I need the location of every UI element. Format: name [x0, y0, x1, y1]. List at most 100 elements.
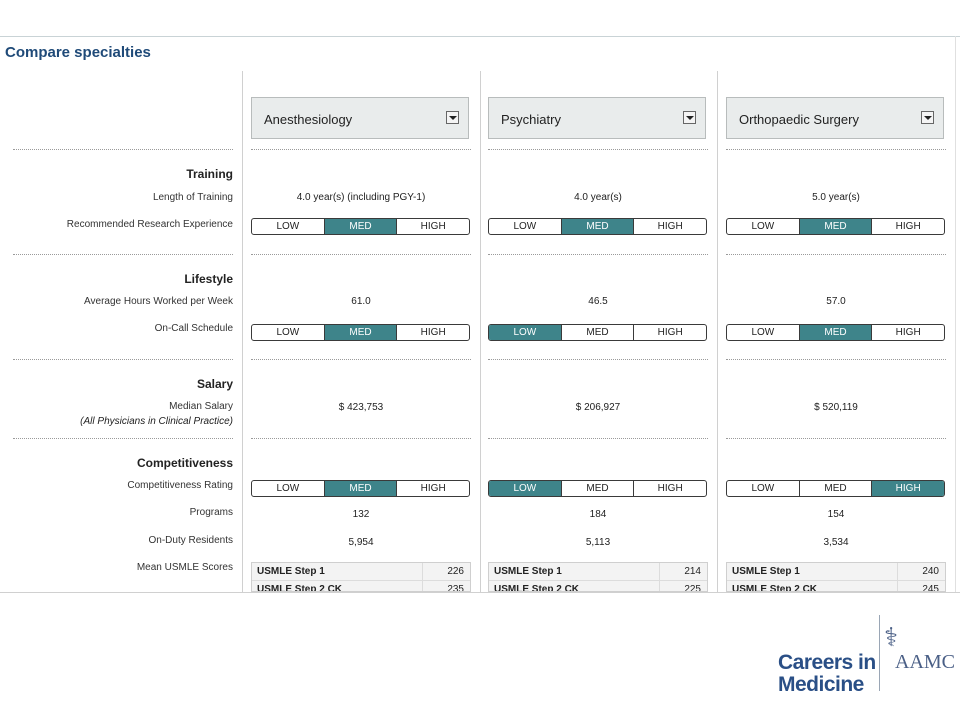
usmle-score-table: USMLE Step 1 240 USMLE Step 2 CK 245 [726, 562, 946, 592]
usmle-score: 245 [922, 584, 939, 592]
page-title: Compare specialties [5, 44, 151, 61]
label-research-experience: Recommended Research Experience [66, 219, 233, 230]
level-high: HIGH [396, 325, 469, 340]
level-med: MED [798, 325, 872, 340]
label-median-salary: Median Salary [169, 401, 233, 412]
dropdown-arrow-icon[interactable] [683, 111, 696, 124]
section-separator [251, 149, 471, 150]
competitiveness-level-selector: LOW MED HIGH [251, 480, 470, 497]
specialty-select[interactable]: Psychiatry [488, 97, 706, 139]
level-med: MED [560, 325, 634, 340]
dropdown-arrow-icon[interactable] [921, 111, 934, 124]
section-separator [13, 254, 233, 255]
section-separator [251, 359, 471, 360]
column-divider [717, 71, 718, 592]
specialty-column: Orthopaedic Surgery 5.0 year(s) LOW MED HI… [726, 0, 946, 720]
level-med: MED [323, 325, 397, 340]
section-separator [488, 254, 708, 255]
usmle-score: 235 [447, 584, 464, 592]
usmle-exam-name: USMLE Step 2 CK [257, 584, 343, 592]
logo-line-2: Medicine [778, 673, 864, 696]
on-call-level-selector: LOW MED HIGH [251, 324, 470, 341]
on-duty-residents-value: 5,113 [585, 537, 611, 548]
section-separator [251, 254, 471, 255]
label-average-hours: Average Hours Worked per Week [84, 296, 233, 307]
level-high: HIGH [871, 481, 944, 496]
usmle-exam-name: USMLE Step 1 [257, 566, 325, 577]
on-duty-residents-value: 5,954 [348, 537, 374, 548]
usmle-score: 226 [447, 566, 464, 577]
table-row: USMLE Step 2 CK 225 [489, 581, 707, 592]
level-med: MED [798, 219, 872, 234]
top-divider [0, 36, 960, 37]
logo-divider [879, 615, 880, 691]
length-of-training-value: 4.0 year(s) (including PGY-1) [296, 192, 426, 203]
usmle-score-table: USMLE Step 1 214 USMLE Step 2 CK 225 [488, 562, 708, 592]
section-separator [726, 438, 946, 439]
specialty-select[interactable]: Orthopaedic Surgery [726, 97, 944, 139]
length-of-training-value: 4.0 year(s) [574, 192, 622, 203]
dropdown-arrow-icon[interactable] [446, 111, 459, 124]
usmle-score: 225 [684, 584, 701, 592]
section-separator [488, 438, 708, 439]
logo-line-1: Careers in [778, 651, 876, 674]
research-level-selector: LOW MED HIGH [488, 218, 707, 235]
specialty-select[interactable]: Anesthesiology [251, 97, 469, 139]
caduceus-icon: ⚕ [884, 622, 899, 652]
average-hours-value: 61.0 [351, 296, 371, 307]
level-low: LOW [276, 221, 300, 232]
logo-wordmark: Careers in Medicine [778, 652, 876, 696]
usmle-score: 214 [684, 566, 701, 577]
level-med: MED [560, 481, 634, 496]
programs-value: 132 [352, 509, 370, 520]
competitiveness-level-selector: LOW MED HIGH [488, 480, 707, 497]
level-high: HIGH [396, 219, 469, 234]
section-separator [726, 149, 946, 150]
section-separator [13, 438, 233, 439]
level-high: HIGH [633, 481, 706, 496]
level-med: MED [323, 219, 397, 234]
level-high: HIGH [633, 325, 706, 340]
section-separator [726, 359, 946, 360]
level-low: LOW [513, 221, 537, 232]
right-border [955, 36, 956, 592]
average-hours-value: 57.0 [826, 296, 846, 307]
section-heading-competitiveness: Competitiveness [136, 456, 233, 470]
label-on-call-schedule: On-Call Schedule [154, 323, 233, 334]
label-mean-usmle: Mean USMLE Scores [136, 562, 233, 573]
level-low: LOW [276, 483, 300, 494]
on-duty-residents-value: 3,534 [823, 537, 849, 548]
level-high: HIGH [871, 219, 944, 234]
section-heading-lifestyle: Lifestyle [184, 272, 233, 286]
median-salary-value: $ 520,119 [814, 402, 858, 413]
label-programs: Programs [189, 507, 233, 518]
specialty-column: Anesthesiology 4.0 year(s) (including PG… [251, 0, 471, 720]
aamc-wordmark: AAMC [895, 651, 956, 673]
usmle-exam-name: USMLE Step 2 CK [494, 584, 580, 592]
usmle-exam-name: USMLE Step 1 [732, 566, 800, 577]
programs-value: 154 [827, 509, 845, 520]
specialty-select-value: Anesthesiology [264, 112, 353, 127]
usmle-exam-name: USMLE Step 2 CK [732, 584, 818, 592]
section-separator [726, 254, 946, 255]
level-med: MED [798, 481, 872, 496]
specialty-column: Psychiatry 4.0 year(s) LOW MED HIGH 46.5 L… [488, 0, 708, 720]
careers-in-medicine-logo: Careers in Medicine ⚕ AAMC [778, 612, 956, 697]
table-row: USMLE Step 2 CK 235 [252, 581, 470, 592]
level-low: LOW [489, 325, 561, 340]
table-row: USMLE Step 1 226 [252, 563, 470, 581]
section-separator [13, 149, 233, 150]
level-low: LOW [276, 327, 300, 338]
programs-value: 184 [589, 509, 607, 520]
section-separator [488, 149, 708, 150]
on-call-level-selector: LOW MED HIGH [488, 324, 707, 341]
label-median-salary-note: (All Physicians in Clinical Practice) [80, 416, 233, 427]
level-low: LOW [751, 327, 775, 338]
column-divider [480, 71, 481, 592]
content-bottom-edge [0, 592, 960, 593]
usmle-exam-name: USMLE Step 1 [494, 566, 562, 577]
column-divider [242, 71, 243, 592]
table-row: USMLE Step 2 CK 245 [727, 581, 945, 592]
section-separator [488, 359, 708, 360]
specialty-select-value: Orthopaedic Surgery [739, 112, 859, 127]
